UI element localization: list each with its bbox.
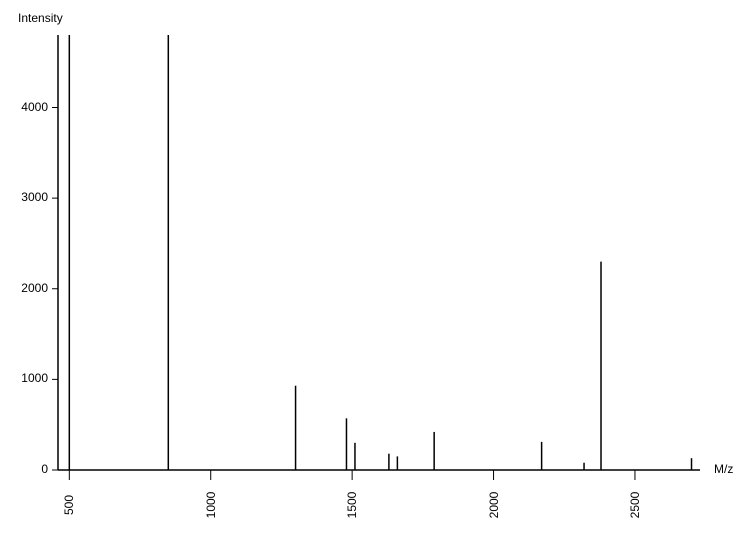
x-tick-label: 2000 — [487, 485, 501, 525]
mass-spectrum-chart: Intensity M/z 0 1000 2000 3000 4000 500 1000 15… — [0, 0, 750, 540]
x-tick-label: 500 — [62, 485, 76, 525]
y-tick-label: 4000 — [21, 100, 48, 114]
x-axis-label: M/z — [714, 462, 733, 476]
x-tick-label: 1500 — [345, 485, 359, 525]
chart-svg — [0, 0, 750, 540]
x-tick-label: 1000 — [204, 485, 218, 525]
y-tick-label: 3000 — [21, 190, 48, 204]
y-axis-label: Intensity — [18, 11, 63, 25]
y-tick-label: 2000 — [21, 281, 48, 295]
x-tick-label: 2500 — [628, 485, 642, 525]
y-tick-label: 0 — [41, 462, 48, 476]
y-tick-label: 1000 — [21, 371, 48, 385]
